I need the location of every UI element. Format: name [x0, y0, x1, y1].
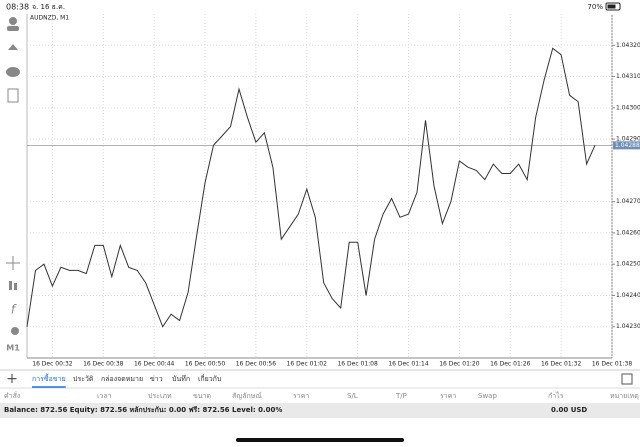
column-header: เวลา: [97, 392, 112, 400]
timeframe[interactable]: M1: [6, 344, 20, 353]
column-header: สัญลักษณ์: [232, 392, 262, 400]
price-line: [26, 47, 596, 328]
tab[interactable]: ประวัติ: [73, 375, 94, 383]
column-header: กำไร: [548, 391, 564, 400]
chat-icon[interactable]: [6, 67, 20, 77]
column-header: คำสั่ง: [4, 391, 20, 400]
x-tick-label: 16 Dec 01:38: [592, 361, 633, 368]
add-button[interactable]: +: [6, 371, 18, 387]
indicator-icon[interactable]: [14, 283, 17, 290]
crosshair-icon[interactable]: [6, 256, 20, 270]
column-header: ประเภท: [148, 392, 172, 400]
balance-summary: Balance: 872.56 Equity: 872.56 หลักประกั…: [4, 406, 282, 414]
x-tick-label: 16 Dec 00:38: [83, 361, 124, 368]
x-tick-label: 16 Dec 00:44: [134, 361, 175, 368]
indicator-icon[interactable]: [9, 281, 12, 290]
y-tick-label: 1.04260: [616, 229, 640, 236]
y-tick-label: 1.04240: [616, 292, 640, 299]
battery-level: [607, 4, 616, 9]
total-profit: 0.00 USD: [551, 406, 587, 414]
document-icon[interactable]: [7, 88, 19, 103]
y-tick-label: 1.04270: [616, 198, 640, 205]
account-icon[interactable]: [9, 17, 17, 25]
battery-icon: [605, 2, 621, 11]
current-price-label: 1.04288: [615, 142, 640, 149]
chart-title: AUDNZD, M1: [30, 15, 69, 22]
status-date: จ. 16 ธ.ค.: [32, 3, 65, 11]
tab[interactable]: เกี่ยวกับ: [198, 374, 221, 383]
y-tick-label: 1.04290: [616, 136, 640, 143]
y-tick-label: 1.04230: [616, 323, 640, 330]
tab[interactable]: การซื้อขาย: [32, 372, 66, 383]
column-header: หมายเหตุ: [610, 392, 639, 400]
y-tick-label: 1.04250: [616, 261, 640, 268]
status-time: 08:38: [6, 3, 29, 12]
account-icon[interactable]: [7, 26, 19, 31]
x-tick-label: 16 Dec 00:32: [32, 361, 73, 368]
left-toolbar: f: [6, 17, 20, 335]
tab[interactable]: ข่าว: [150, 375, 163, 383]
x-tick-label: 16 Dec 01:14: [388, 361, 429, 368]
tab[interactable]: บันทึก: [172, 374, 190, 383]
trade-icon[interactable]: [8, 44, 18, 50]
x-tick-label: 16 Dec 01:08: [337, 361, 378, 368]
layout-button[interactable]: [621, 373, 633, 385]
x-tick-label: 16 Dec 01:32: [541, 361, 582, 368]
balance-row-bg: [0, 403, 640, 418]
y-tick-label: 1.04320: [616, 42, 640, 49]
battery-percent: 70%: [587, 3, 603, 11]
column-header: ราคา: [293, 392, 309, 400]
y-tick-label: 1.04300: [616, 104, 640, 111]
home-indicator: [236, 438, 404, 442]
x-tick-label: 16 Dec 01:02: [287, 361, 328, 368]
objects-icon[interactable]: [11, 327, 19, 335]
x-tick-label: 16 Dec 01:20: [439, 361, 480, 368]
column-header: S/L: [347, 392, 358, 400]
column-header: ขนาด: [193, 392, 211, 400]
y-tick-label: 1.04310: [616, 73, 640, 80]
x-tick-label: 16 Dec 01:26: [490, 361, 531, 368]
tab[interactable]: กล่องจดหมาย: [101, 375, 143, 383]
column-header: Swap: [478, 392, 497, 400]
column-header: ราคา: [440, 392, 456, 400]
x-tick-label: 16 Dec 00:50: [185, 361, 226, 368]
function-icon[interactable]: f: [11, 303, 17, 317]
column-header: T/P: [395, 392, 407, 400]
x-tick-label: 16 Dec 00:56: [236, 361, 277, 368]
current-price-box: [613, 141, 640, 150]
